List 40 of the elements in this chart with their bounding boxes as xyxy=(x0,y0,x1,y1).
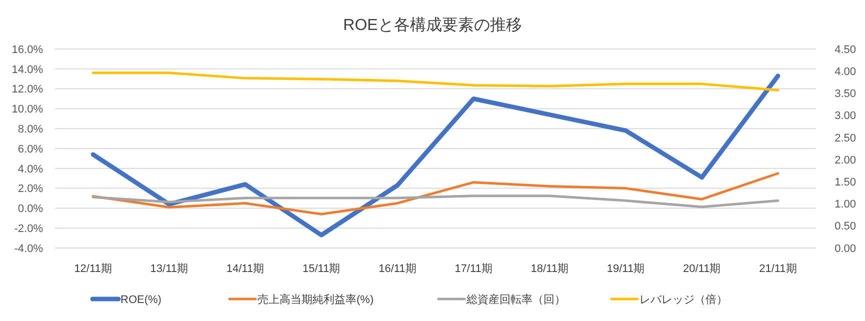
y-tick-label: 16.0% xyxy=(12,44,44,56)
y-tick-label: 14.0% xyxy=(12,64,44,76)
x-tick-label: 19/11期 xyxy=(606,263,645,275)
y2-tick-label: 3.50 xyxy=(834,88,856,100)
y2-tick-label: 0.00 xyxy=(834,242,856,255)
y2-tick-label: 1.00 xyxy=(834,198,856,211)
legend-label: 総資産回転率（回） xyxy=(466,292,566,306)
line-series xyxy=(90,74,780,238)
y-tick-label: 2.0% xyxy=(18,183,44,196)
y-tick-label: 12.0% xyxy=(12,84,44,96)
x-tick-label: 16/11期 xyxy=(378,263,416,275)
x-tick-label: 13/11期 xyxy=(150,263,188,275)
y-tick-label: 0.0% xyxy=(18,203,44,216)
line-series xyxy=(92,194,780,208)
y-tick-label: -4.0% xyxy=(14,242,44,255)
line-series xyxy=(92,172,780,216)
y2-tick-label: 2.00 xyxy=(834,154,856,166)
y2-tick-label: 1.50 xyxy=(834,176,856,189)
line-series xyxy=(92,72,780,92)
x-tick-label: 20/11期 xyxy=(682,263,721,275)
y-tick-label: 10.0% xyxy=(12,104,44,116)
x-tick-label: 12/11期 xyxy=(74,263,112,275)
x-tick-label: 21/11期 xyxy=(759,263,797,275)
y2-tick-label: 4.00 xyxy=(834,66,856,78)
x-tick-label: 18/11期 xyxy=(530,263,569,275)
legend-label: ROE(%) xyxy=(120,294,162,306)
legend-label: レバレッジ（倍） xyxy=(640,292,728,306)
y2-tick-label: 4.50 xyxy=(834,44,856,56)
y2-tick-label: 3.00 xyxy=(834,110,856,122)
y-tick-label: 8.0% xyxy=(18,123,44,136)
chart-title: ROEと各構成要素の推移 xyxy=(343,16,522,34)
y-tick-label: 6.0% xyxy=(18,143,44,156)
y2-tick-label: 0.50 xyxy=(834,220,856,233)
x-tick-label: 17/11期 xyxy=(454,263,492,275)
x-tick-label: 14/11期 xyxy=(226,263,264,275)
y2-tick-label: 2.50 xyxy=(834,132,856,144)
y-tick-label: -2.0% xyxy=(14,222,44,235)
x-tick-label: 15/11期 xyxy=(302,263,340,275)
legend-label: 売上高当期純利益率(%) xyxy=(258,292,374,306)
y-tick-label: 4.0% xyxy=(18,163,44,176)
